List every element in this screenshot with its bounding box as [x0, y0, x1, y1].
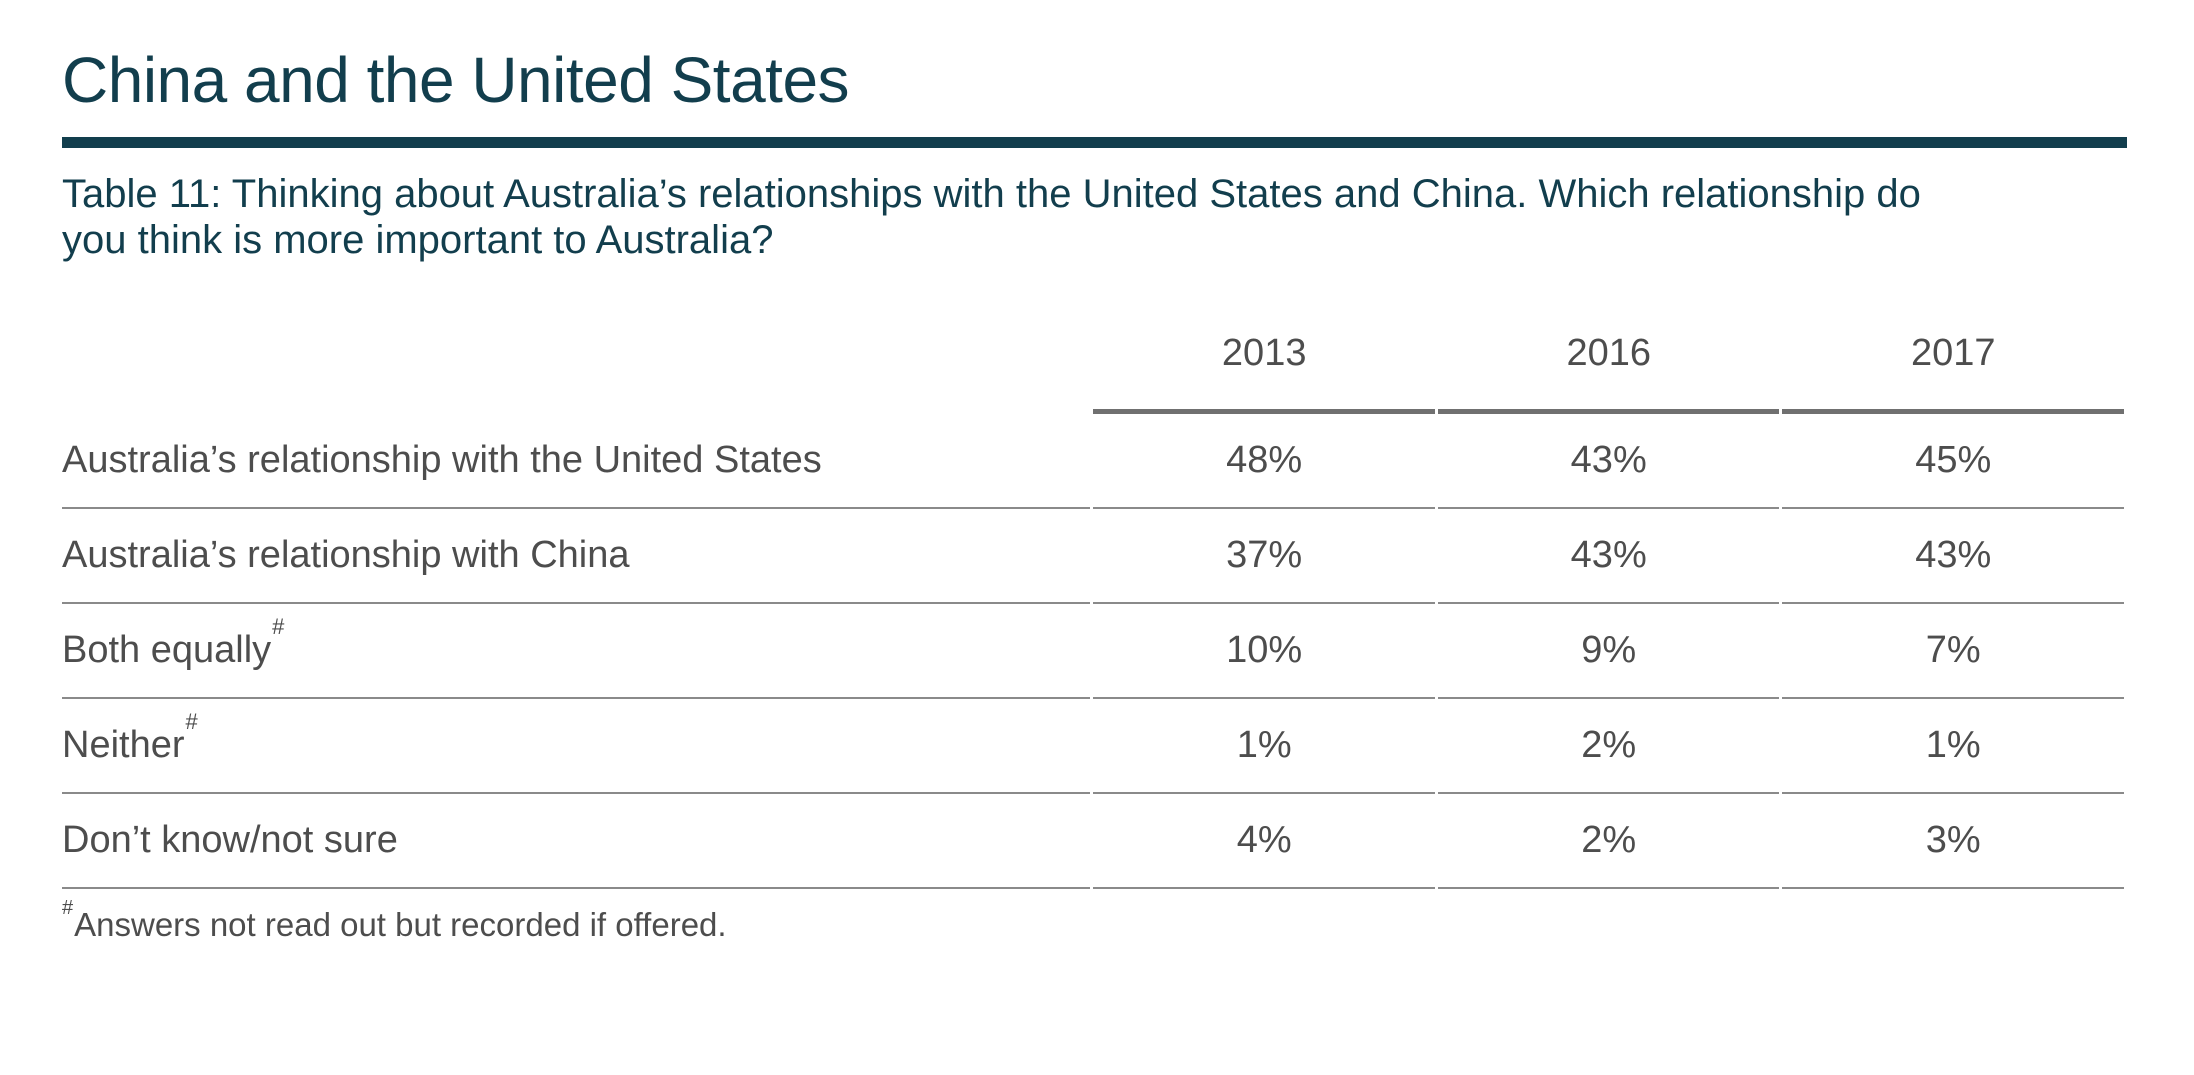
data-table: 2013 2016 2017 Australia’s relationship … [59, 308, 2127, 889]
report-page: China and the United States Table 11: Th… [0, 48, 2194, 947]
row-value: 1% [1782, 699, 2124, 794]
footnote-marker: # [62, 897, 74, 919]
table-row: Australia’s relationship with the United… [62, 414, 2124, 509]
row-value: 4% [1093, 794, 1435, 889]
footnote-marker: # [185, 709, 198, 735]
row-value: 43% [1782, 509, 2124, 604]
table-row: Both equally# 10% 9% 7% [62, 604, 2124, 699]
row-value: 2% [1437, 794, 1780, 889]
row-label: Australia’s relationship with China [62, 509, 1091, 604]
row-label: Both equally# [62, 604, 1091, 699]
row-value: 2% [1437, 699, 1780, 794]
row-value: 7% [1782, 604, 2124, 699]
title-rule [62, 137, 2127, 148]
table-row: Australia’s relationship with China 37% 43… [62, 509, 2124, 604]
question-line-2: you think is more important to Australia… [62, 218, 774, 262]
column-header-2017: 2017 [1782, 308, 2124, 414]
table-row: Neither# 1% 2% 1% [62, 699, 2124, 794]
row-label: Australia’s relationship with the United… [62, 414, 1091, 509]
row-value: 3% [1782, 794, 2124, 889]
column-header-2016: 2016 [1437, 308, 1780, 414]
row-value: 43% [1437, 414, 1780, 509]
row-value: 48% [1093, 414, 1435, 509]
page-title: China and the United States [62, 44, 850, 116]
table-header-row: 2013 2016 2017 [62, 308, 2124, 414]
row-value: 43% [1437, 509, 1780, 604]
table-body: Australia’s relationship with the United… [62, 414, 2124, 889]
column-header-2013: 2013 [1093, 308, 1435, 414]
row-value: 45% [1782, 414, 2124, 509]
table-row: Don’t know/not sure 4% 2% 3% [62, 794, 2124, 889]
row-value: 9% [1437, 604, 1780, 699]
row-value: 1% [1093, 699, 1435, 794]
question-line-1: Table 11: Thinking about Australia’s rel… [62, 172, 1921, 216]
footnote-marker: # [272, 614, 285, 640]
header-spacer [62, 308, 1090, 414]
row-label: Neither# [62, 699, 1091, 794]
row-value: 10% [1093, 604, 1435, 699]
footnote-text: Answers not read out but recorded if off… [74, 906, 727, 943]
footnote: #Answers not read out but recorded if of… [62, 898, 2127, 947]
row-label: Don’t know/not sure [62, 794, 1091, 889]
table-question: Table 11: Thinking about Australia’s rel… [62, 171, 2127, 263]
row-value: 37% [1093, 509, 1435, 604]
